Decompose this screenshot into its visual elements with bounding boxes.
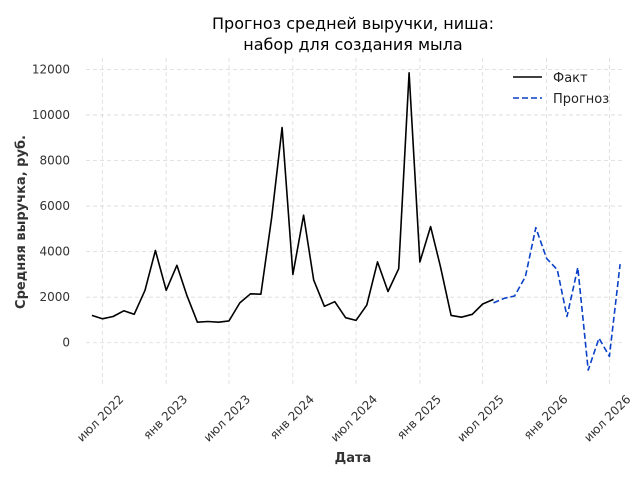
- x-tick-label: янв 2024: [267, 392, 317, 442]
- x-tick-label: июл 2025: [455, 392, 507, 444]
- series-layer: [91, 72, 621, 371]
- x-axis-label: Дата: [335, 451, 372, 466]
- x-tick-label: июл 2026: [581, 392, 633, 444]
- chart-title-line-1: Прогноз средней выручки, ниша:: [212, 14, 494, 33]
- x-tick-label: янв 2025: [394, 392, 444, 442]
- y-tick-label: 0: [62, 336, 70, 350]
- y-tick-label: 6000: [39, 199, 70, 213]
- y-axis-label: Средняя выручка, руб.: [14, 135, 29, 309]
- series-line-fact: [91, 72, 494, 324]
- grid: [86, 58, 625, 386]
- x-tick-label: июл 2022: [74, 392, 126, 444]
- x-tick-label: янв 2023: [140, 392, 190, 442]
- x-tick-label: июл 2024: [328, 392, 380, 444]
- y-tick-label: 8000: [39, 154, 70, 168]
- series-line-forecast: [493, 226, 621, 371]
- legend-label-fact: Факт: [553, 71, 588, 86]
- legend: Факт Прогноз: [513, 71, 609, 107]
- y-axis-ticks: 0 2000 4000 6000 8000 10000 12000: [32, 62, 70, 349]
- y-tick-label: 12000: [32, 62, 70, 76]
- legend-label-forecast: Прогноз: [553, 92, 609, 107]
- y-tick-label: 2000: [39, 290, 70, 304]
- x-tick-label: янв 2026: [521, 392, 571, 442]
- x-tick-label: июл 2023: [201, 392, 253, 444]
- chart-title-line-2: набор для создания мыла: [243, 35, 462, 54]
- y-tick-label: 10000: [32, 108, 70, 122]
- y-tick-label: 4000: [39, 245, 70, 259]
- x-axis-ticks: июл 2022 янв 2023 июл 2023 янв 2024 июл 2024…: [74, 392, 633, 444]
